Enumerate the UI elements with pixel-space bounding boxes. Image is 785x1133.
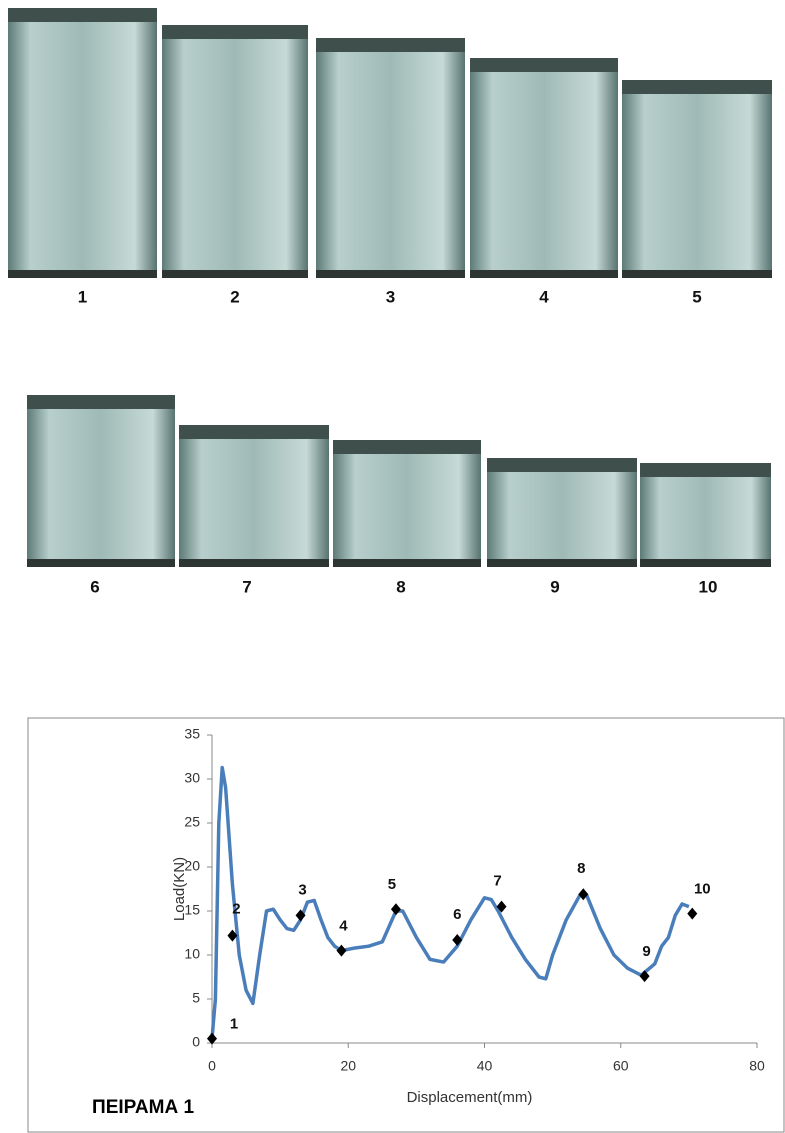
photo xyxy=(316,38,465,278)
photo-label: 5 xyxy=(692,287,701,306)
photo xyxy=(27,395,175,567)
figure: ΠΕΙΡΑΜΑ 1 123456789100510152025303502040… xyxy=(0,0,785,1133)
photo xyxy=(470,58,618,278)
photo-label: 6 xyxy=(90,577,99,596)
y-tick-label: 30 xyxy=(184,770,200,786)
x-tick-label: 40 xyxy=(477,1058,493,1074)
point-label: 4 xyxy=(339,918,348,935)
photo-label: 9 xyxy=(550,577,559,596)
photo-top xyxy=(640,463,771,477)
photo-label: 8 xyxy=(396,577,405,596)
photo-base xyxy=(333,559,481,567)
photo-base xyxy=(8,270,157,278)
x-axis-title: Displacement(mm) xyxy=(407,1089,533,1106)
photo-label: 3 xyxy=(386,287,395,306)
photo xyxy=(622,80,772,278)
photo-base xyxy=(622,270,772,278)
y-tick-label: 35 xyxy=(184,726,200,742)
photo-top xyxy=(27,395,175,409)
data-line xyxy=(212,768,689,1039)
photo-base xyxy=(162,270,308,278)
point-label: 9 xyxy=(642,943,650,960)
photo-label: 1 xyxy=(78,287,87,306)
photo-base xyxy=(316,270,465,278)
photo xyxy=(8,8,157,278)
photo-base xyxy=(179,559,329,567)
point-label: 7 xyxy=(493,873,501,890)
diamond-marker xyxy=(391,903,401,915)
point-label: 1 xyxy=(230,1016,238,1033)
photo-label: 10 xyxy=(699,577,718,596)
photo xyxy=(640,463,771,567)
point-label: 5 xyxy=(388,876,396,893)
photo-top xyxy=(622,80,772,94)
photo xyxy=(333,440,481,567)
point-label: 6 xyxy=(453,906,461,923)
x-tick-label: 20 xyxy=(340,1058,356,1074)
x-tick-label: 80 xyxy=(749,1058,765,1074)
photo-top xyxy=(162,25,308,39)
photo xyxy=(179,425,329,567)
photo-label: 2 xyxy=(230,287,239,306)
x-tick-label: 60 xyxy=(613,1058,629,1074)
photo-base xyxy=(640,559,771,567)
point-label: 8 xyxy=(577,860,585,877)
photo-label: 7 xyxy=(242,577,251,596)
photo-top xyxy=(316,38,465,52)
point-label: 10 xyxy=(694,881,711,898)
photo-top xyxy=(470,58,618,72)
y-tick-label: 0 xyxy=(192,1034,200,1050)
diamond-marker xyxy=(687,908,697,920)
x-tick-label: 0 xyxy=(208,1058,216,1074)
photo-label: 4 xyxy=(539,287,549,306)
diamond-marker xyxy=(640,970,650,982)
chart-title: ΠΕΙΡΑΜΑ 1 xyxy=(92,1097,194,1118)
photo-top xyxy=(487,458,637,472)
photo xyxy=(487,458,637,567)
photo-top xyxy=(333,440,481,454)
point-label: 2 xyxy=(232,901,240,918)
photo-base xyxy=(470,270,618,278)
photo-base xyxy=(27,559,175,567)
y-axis-title: Load(KN) xyxy=(171,857,188,921)
photo-top xyxy=(179,425,329,439)
point-label: 3 xyxy=(298,881,306,898)
y-tick-label: 10 xyxy=(184,946,200,962)
photo xyxy=(162,25,308,278)
y-tick-label: 25 xyxy=(184,814,200,830)
y-tick-label: 5 xyxy=(192,990,200,1006)
photo-top xyxy=(8,8,157,22)
photo-base xyxy=(487,559,637,567)
